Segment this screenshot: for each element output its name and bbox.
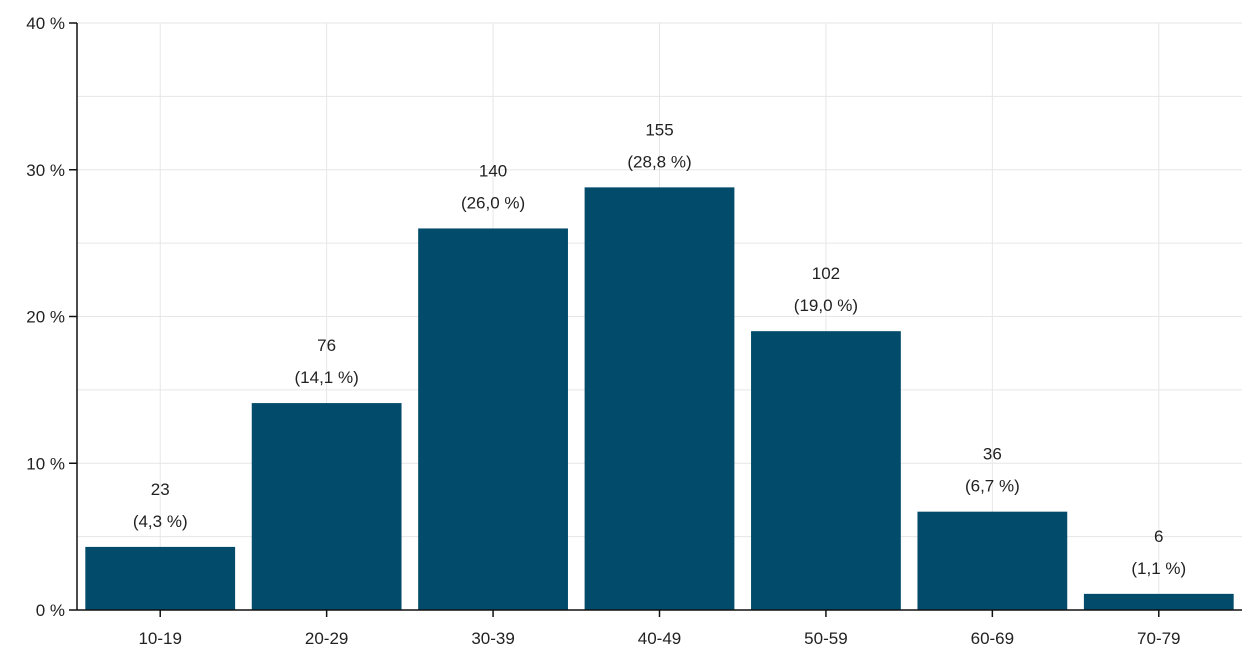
- bar-percent-label: (14,1 %): [295, 368, 359, 387]
- bar-count-label: 36: [983, 445, 1002, 464]
- bar-count-label: 102: [812, 264, 840, 283]
- bar-percent-label: (4,3 %): [133, 512, 188, 531]
- bar-count-label: 6: [1154, 527, 1163, 546]
- bar-30-39: [418, 228, 568, 610]
- bar-count-label: 23: [151, 480, 170, 499]
- bar-percent-label: (26,0 %): [461, 193, 525, 212]
- y-tick-label: 40 %: [26, 14, 65, 33]
- bar-count-label: 155: [645, 120, 673, 139]
- bar-percent-label: (28,8 %): [627, 152, 691, 171]
- bar-percent-label: (6,7 %): [965, 477, 1020, 496]
- bar-20-29: [251, 403, 402, 610]
- bar-50-59: [751, 331, 901, 610]
- label-layer: 23 (4,3 %) 10-19 76 (14,1 %) 20-29 140 (26,0 %)…: [26, 14, 1186, 648]
- bar-10-19: [85, 546, 236, 610]
- bar-percent-label: (1,1 %): [1131, 559, 1186, 578]
- bar-70-79: [1083, 593, 1234, 610]
- y-tick-label: 0 %: [36, 601, 65, 620]
- x-tick-label: 60-69: [971, 629, 1014, 648]
- x-tick-label: 30-39: [471, 629, 514, 648]
- x-tick-label: 70-79: [1137, 629, 1180, 648]
- bar-count-label: 76: [317, 336, 336, 355]
- x-tick-label: 10-19: [138, 629, 181, 648]
- bar-40-49: [584, 187, 735, 611]
- bar-count-label: 140: [479, 161, 507, 180]
- y-tick-label: 20 %: [26, 308, 65, 327]
- bar-60-69: [917, 511, 1068, 610]
- bar-layer: [85, 187, 1234, 611]
- axis-layer: [69, 22, 1242, 617]
- bar-percent-label: (19,0 %): [794, 296, 858, 315]
- x-tick-label: 40-49: [638, 629, 681, 648]
- x-tick-label: 50-59: [804, 629, 847, 648]
- y-tick-label: 10 %: [26, 454, 65, 473]
- x-tick-label: 20-29: [305, 629, 348, 648]
- y-tick-label: 30 %: [26, 161, 65, 180]
